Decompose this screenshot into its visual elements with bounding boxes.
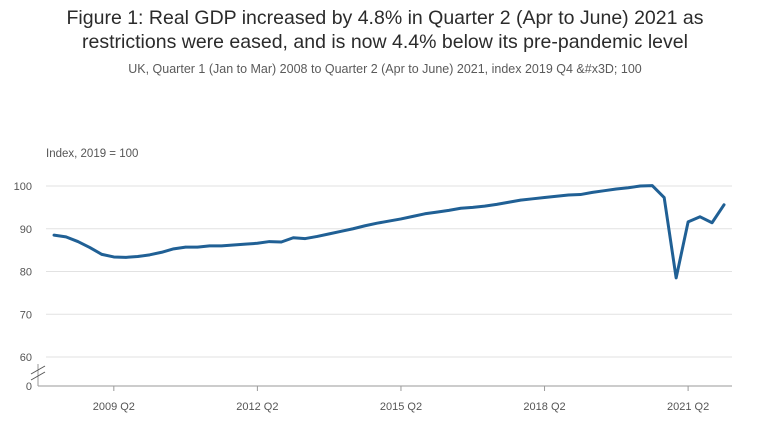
y-tick-label-0: 0 (26, 381, 32, 393)
data-point-6 (124, 256, 127, 259)
data-point-0 (52, 233, 56, 237)
data-point-1 (64, 235, 68, 239)
data-point-22 (316, 235, 319, 238)
data-point-42 (555, 195, 558, 198)
data-point-48 (627, 186, 630, 189)
y-axis-label: Index, 2019 = 100 (46, 148, 139, 160)
data-point-52 (674, 276, 678, 280)
x-axis: 2009 Q2 2012 Q2 2015 Q2 2018 Q2 2021 Q2 (30, 364, 732, 413)
x-tick-label-2009-q2: 2009 Q2 (93, 401, 135, 413)
data-point-13 (208, 244, 211, 248)
data-point-36 (483, 204, 486, 208)
data-point-2 (76, 240, 80, 243)
data-point-25 (351, 227, 355, 230)
data-point-38 (507, 201, 510, 204)
data-point-24 (339, 230, 343, 233)
data-point-33 (447, 209, 451, 212)
data-point-7 (136, 255, 139, 258)
data-point-5 (112, 255, 116, 259)
data-point-11 (184, 245, 187, 249)
series-layer (52, 184, 726, 280)
data-point-41 (543, 196, 546, 199)
data-point-56 (722, 203, 726, 207)
data-point-18 (268, 240, 271, 243)
data-point-21 (304, 237, 307, 240)
y-tick-label-60: 60 (20, 352, 32, 364)
data-point-3 (88, 246, 92, 249)
chart-title-line2: restrictions were eased, and is now 4.4%… (82, 31, 688, 53)
data-point-37 (495, 203, 498, 206)
data-point-30 (411, 215, 415, 218)
grid-lines (46, 185, 732, 358)
data-point-12 (196, 245, 199, 249)
data-point-4 (100, 253, 104, 256)
data-point-29 (399, 217, 403, 221)
data-point-35 (471, 206, 474, 209)
data-point-16 (244, 242, 247, 246)
data-point-10 (172, 247, 175, 251)
data-point-27 (375, 221, 379, 225)
axis-break-mark-2 (30, 371, 46, 381)
data-point-28 (387, 219, 391, 223)
data-point-26 (363, 224, 367, 227)
data-point-47 (615, 187, 618, 191)
data-point-34 (459, 207, 462, 210)
x-tick-label-2021-q2: 2021 Q2 (667, 401, 709, 413)
data-point-55 (710, 221, 714, 224)
data-point-46 (603, 189, 606, 192)
x-tick-label-2015-q2: 2015 Q2 (380, 401, 422, 413)
data-point-54 (698, 215, 702, 218)
data-point-17 (256, 242, 259, 245)
y-tick-label-90: 90 (20, 224, 32, 236)
data-point-14 (220, 244, 223, 248)
y-axis-ticks: 100 90 80 70 60 0 (14, 181, 32, 393)
data-point-23 (327, 232, 331, 236)
data-point-50 (651, 184, 654, 187)
data-point-8 (148, 253, 151, 257)
x-tick-label-2018-q2: 2018 Q2 (523, 401, 565, 413)
y-tick-label-100: 100 (14, 181, 32, 193)
chart-title: Figure 1: Real GDP increased by 4.8% in … (0, 6, 770, 54)
data-point-43 (567, 193, 570, 197)
data-point-51 (662, 196, 666, 199)
chart-subtitle: UK, Quarter 1 (Jan to Mar) 2008 to Quart… (128, 62, 642, 76)
data-point-40 (531, 197, 534, 201)
y-tick-label-70: 70 (20, 309, 32, 321)
data-point-45 (591, 191, 594, 194)
data-point-53 (686, 220, 690, 224)
chart-title-line1: Figure 1: Real GDP increased by 4.8% in … (66, 7, 704, 29)
x-tick-label-2012-q2: 2012 Q2 (236, 401, 278, 413)
data-point-9 (160, 251, 163, 254)
data-point-39 (519, 198, 522, 202)
y-tick-label-80: 80 (20, 267, 32, 279)
data-point-31 (423, 212, 427, 215)
data-point-20 (292, 236, 295, 239)
axis-break-mark-1 (30, 365, 46, 375)
data-point-49 (639, 184, 642, 188)
data-point-44 (579, 193, 582, 196)
data-point-32 (435, 210, 439, 214)
gdp-series-line (52, 184, 726, 280)
data-point-15 (232, 243, 235, 247)
data-point-19 (280, 240, 283, 244)
